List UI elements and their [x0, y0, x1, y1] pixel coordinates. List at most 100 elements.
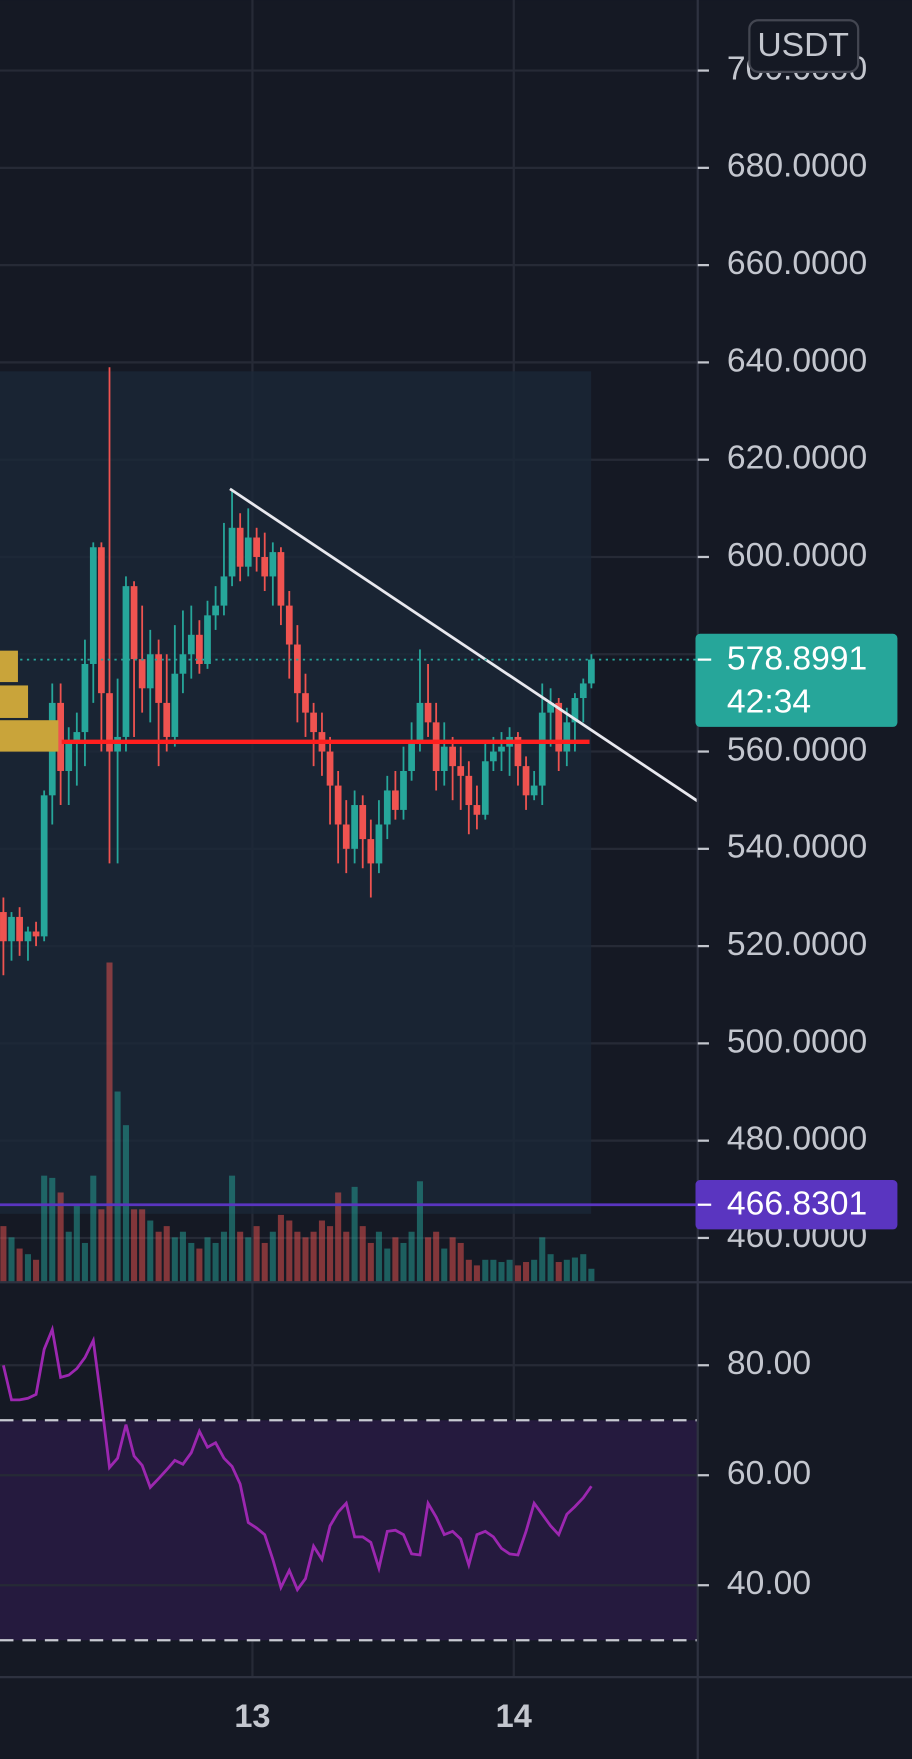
candle-body [408, 741, 415, 771]
volume-bar [416, 1181, 423, 1283]
volume-bar [506, 1259, 513, 1283]
candle-body [514, 736, 522, 767]
volume-bar [253, 1226, 260, 1283]
candle-body [522, 766, 530, 796]
candle-body [342, 824, 350, 849]
candle-body [212, 605, 219, 616]
volume-bar [171, 1237, 178, 1283]
rsi-band [0, 1420, 698, 1641]
price-line-label: 466.8301 [727, 1186, 867, 1223]
candle-body [400, 770, 407, 810]
candle-body [375, 824, 383, 864]
candle-body [302, 693, 309, 713]
candle-body [359, 805, 367, 840]
candle-body [579, 683, 587, 699]
volume-bar [335, 1192, 342, 1283]
volume-bar [588, 1268, 595, 1283]
plot [0, 367, 699, 1593]
volume-bar [571, 1257, 578, 1283]
volume-profile-bar [0, 720, 59, 752]
candle-body [440, 746, 448, 771]
candle-body [89, 547, 97, 664]
volume-bar [473, 1265, 480, 1283]
volume-bar [563, 1259, 570, 1283]
volume-bar [514, 1265, 521, 1283]
currency-button[interactable] [748, 19, 860, 73]
candle-body [236, 527, 244, 567]
candle-body [179, 654, 187, 674]
volume-bar [155, 1231, 162, 1283]
volume-bar [327, 1226, 334, 1283]
volume-bar [490, 1259, 497, 1283]
volume-bar [90, 1175, 97, 1283]
volume-bar [408, 1231, 415, 1283]
candle-body [294, 644, 301, 694]
volume-bar [367, 1242, 374, 1283]
candle-body [130, 586, 138, 660]
volume-bar [523, 1262, 530, 1283]
candle-body [277, 552, 285, 606]
candle-body [555, 702, 563, 752]
candle-body [244, 537, 252, 567]
candle-body [163, 702, 171, 737]
volume-bar [351, 1186, 358, 1283]
candle-body [351, 805, 358, 849]
candle-body [326, 751, 334, 786]
volume-bar [106, 962, 113, 1283]
x-tick-label: 13 [234, 1698, 270, 1734]
candle-body [8, 916, 15, 942]
candle-body [146, 654, 154, 689]
candle-body [392, 790, 399, 810]
volume-bar [33, 1259, 40, 1283]
volume-bar [220, 1231, 227, 1283]
volume-bar [204, 1237, 211, 1283]
volume-bar [294, 1231, 301, 1283]
y-tick-label: 60.00 [727, 1455, 811, 1492]
volume-bar [131, 1209, 138, 1283]
volume-bar [163, 1226, 170, 1283]
volume-bar [73, 1203, 80, 1283]
volume-bar [245, 1237, 252, 1283]
volume-bar [465, 1259, 472, 1283]
candle-body [228, 527, 236, 577]
candle-body [73, 732, 81, 742]
volume-bar [555, 1262, 562, 1283]
volume-bar [196, 1248, 203, 1283]
candle-body [253, 537, 260, 557]
volume-bar [41, 1175, 48, 1283]
volume-bar [49, 1177, 56, 1283]
candle-body [310, 712, 317, 733]
volume-bar [457, 1242, 464, 1283]
candle-body [187, 634, 195, 655]
y-tick-label: 500.0000 [727, 1023, 867, 1060]
y-tick-label: 540.0000 [727, 829, 867, 866]
candle-body [383, 790, 391, 825]
candle-body [424, 702, 432, 723]
candle-body [588, 659, 595, 684]
y-tick-label: 560.0000 [727, 731, 867, 768]
volume-bar [0, 1226, 7, 1283]
volume-bar [482, 1259, 489, 1283]
volume-bar [433, 1231, 440, 1283]
volume-bar [318, 1220, 325, 1283]
candle-body [261, 556, 269, 577]
candle-body [155, 654, 162, 703]
y-tick-label: 620.0000 [727, 440, 867, 477]
candle-body [32, 931, 40, 937]
candle-body [98, 547, 105, 694]
y-tick-label: 600.0000 [727, 537, 867, 574]
volume-bar [302, 1237, 309, 1283]
volume-bar [147, 1220, 154, 1283]
candle-body [65, 741, 73, 771]
volume-bar [277, 1214, 284, 1283]
price-line-box [695, 1180, 898, 1230]
volume-bar [286, 1220, 293, 1283]
candle-body [547, 702, 554, 713]
candle-body [473, 805, 481, 815]
candle-body [465, 775, 473, 806]
candle-body [122, 586, 130, 737]
volume-bar [261, 1242, 268, 1283]
candle-body [530, 785, 538, 796]
